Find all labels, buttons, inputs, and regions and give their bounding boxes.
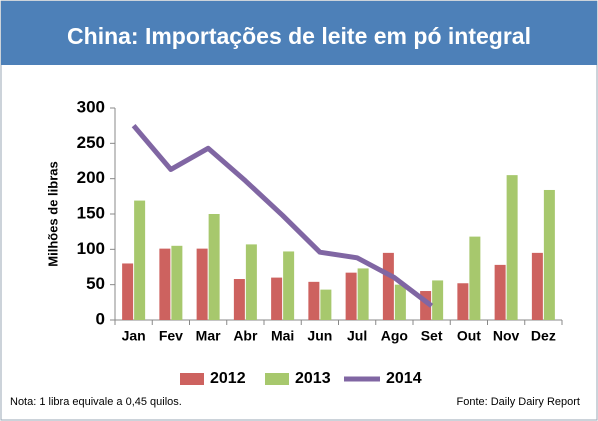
- bar: [457, 283, 469, 320]
- title-bar: [1, 1, 597, 65]
- chart-title: China: Importações de leite em pó integr…: [67, 23, 531, 49]
- y-tick-label: 50: [86, 274, 105, 293]
- legend-swatch: [180, 373, 204, 385]
- bar: [531, 252, 543, 320]
- bar: [320, 289, 332, 320]
- x-tick-label: Out: [457, 328, 481, 344]
- bar: [159, 248, 171, 320]
- y-axis-label: Milhões de libras: [45, 161, 60, 266]
- bar: [233, 279, 245, 320]
- bar: [171, 245, 183, 320]
- x-tick-label: Ago: [381, 328, 408, 344]
- legend-swatch: [265, 373, 289, 385]
- bar: [283, 251, 295, 320]
- bar: [432, 280, 444, 320]
- y-tick-label: 250: [77, 133, 105, 152]
- bar: [494, 264, 506, 320]
- bar: [308, 281, 320, 320]
- bar: [345, 272, 357, 320]
- legend-label: 2012: [210, 370, 246, 387]
- x-tick-label: Fev: [159, 328, 183, 344]
- y-tick-label: 300: [77, 97, 105, 116]
- legend-label: 2013: [295, 370, 331, 387]
- x-tick-label: Jun: [307, 328, 332, 344]
- bar: [134, 200, 146, 320]
- x-tick-label: Jan: [122, 328, 146, 344]
- x-tick-label: Abr: [233, 328, 258, 344]
- note: Nota: 1 libra equivale a 0,45 quilos.: [10, 396, 182, 408]
- y-tick-label: 150: [77, 203, 105, 222]
- bar: [122, 263, 134, 320]
- bar: [208, 214, 220, 320]
- bar: [357, 268, 369, 320]
- bar: [543, 189, 555, 320]
- bar: [420, 291, 432, 320]
- x-tick-label: Dez: [531, 328, 556, 344]
- bar: [506, 175, 518, 320]
- bar: [196, 248, 208, 320]
- bar: [394, 284, 406, 320]
- x-tick-label: Mai: [271, 328, 294, 344]
- source: Fonte: Daily Dairy Report: [457, 396, 581, 408]
- y-tick-label: 200: [77, 168, 105, 187]
- y-tick-label: 100: [77, 239, 105, 258]
- x-tick-label: Set: [421, 328, 443, 344]
- bar: [245, 244, 257, 320]
- legend-label: 2014: [386, 370, 422, 387]
- bar: [469, 236, 481, 320]
- x-tick-label: Mar: [196, 328, 221, 344]
- y-tick-label: 0: [96, 309, 105, 328]
- x-tick-label: Jul: [347, 328, 367, 344]
- x-tick-label: Nov: [493, 328, 520, 344]
- line: [131, 124, 434, 308]
- bar: [271, 277, 283, 320]
- bar: [382, 252, 394, 320]
